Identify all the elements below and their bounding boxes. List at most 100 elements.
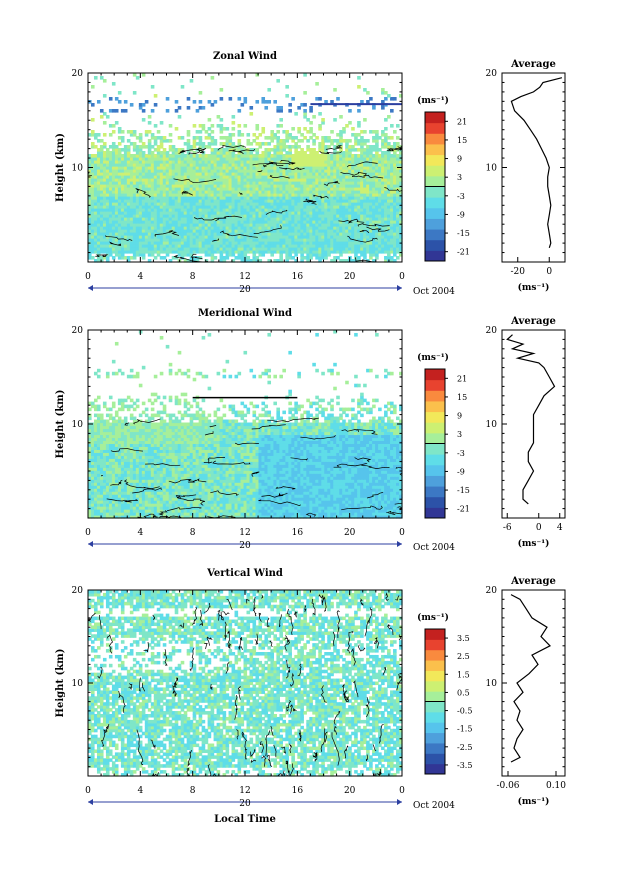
average-x-tick-label: -0.06 — [496, 781, 519, 791]
colorbar-label: 3.5 — [457, 634, 470, 643]
x-tick-label: 20 — [344, 272, 356, 282]
average-x-tick-label: 0 — [546, 267, 552, 277]
average-title: Average — [510, 576, 556, 587]
colorbar-units: (ms⁻¹) — [417, 612, 449, 623]
colorbar-label: 1.5 — [457, 670, 470, 679]
colorbar-swatch — [425, 639, 445, 651]
average-x-tick-label: -20 — [511, 267, 526, 277]
panel-2: Meridional Wind 0 4 8 12 16 20 0 10 20 Height (km)… — [55, 308, 566, 553]
heatmap — [88, 330, 403, 519]
colorbar-swatch — [425, 250, 445, 262]
average-x-tick-label: 4 — [557, 523, 563, 533]
colorbar-swatch — [425, 680, 445, 692]
colorbar-units: (ms⁻¹) — [417, 352, 449, 363]
day-bar-arrow-left — [88, 541, 93, 547]
colorbar-swatch — [425, 411, 445, 423]
panel-title: Vertical Wind — [206, 568, 283, 579]
colorbar-swatch — [425, 207, 445, 219]
colorbar-label: -15 — [457, 229, 470, 238]
average-y-tick-label: 10 — [486, 679, 498, 689]
colorbar-swatch — [425, 175, 445, 187]
colorbar-label: 9 — [457, 155, 462, 164]
colorbar-swatch — [425, 229, 445, 241]
colorbar-label: -3 — [457, 449, 465, 458]
heatmap — [88, 590, 403, 777]
contours — [100, 417, 403, 519]
colorbar-swatch — [425, 432, 445, 444]
colorbar-label: -9 — [457, 467, 465, 476]
average-y-tick-label: 20 — [486, 69, 498, 79]
date-label: Oct 2004 — [413, 543, 455, 553]
colorbar-label: -1.5 — [457, 725, 472, 734]
day-label: 20 — [239, 285, 251, 295]
colorbar-swatch — [425, 475, 445, 487]
colorbar-swatch — [425, 165, 445, 177]
average-profile-line — [510, 77, 563, 248]
y-tick-label: 20 — [72, 326, 84, 336]
colorbar-swatch — [425, 154, 445, 166]
x-tick-label: 4 — [137, 786, 143, 796]
colorbar-swatch — [425, 400, 445, 413]
x-tick-label: 16 — [292, 272, 304, 282]
x-tick-label: 4 — [137, 528, 143, 538]
colorbar-swatch — [425, 369, 445, 381]
colorbar-swatch — [425, 197, 445, 209]
x-tick-label: 12 — [239, 272, 250, 282]
colorbar-swatch — [425, 390, 445, 402]
colorbar-label: -2.5 — [457, 743, 472, 752]
x-tick-label: 20 — [344, 786, 356, 796]
average-y-tick-label: 20 — [486, 586, 498, 596]
x-tick-label: 0 — [85, 272, 91, 282]
colorbar-swatch — [425, 422, 445, 434]
average-ticks — [502, 589, 565, 777]
x-tick-label: 20 — [344, 528, 356, 538]
x-tick-label: 0 — [399, 528, 405, 538]
x-tick-label: 0 — [399, 786, 405, 796]
x-tick-label: 8 — [190, 786, 196, 796]
y-tick-label: 10 — [72, 164, 84, 174]
colorbar-swatch — [425, 454, 445, 466]
average-frame — [501, 589, 566, 777]
day-bar-arrow-left — [88, 799, 93, 805]
day-bar-arrow-left — [88, 285, 93, 291]
colorbar-label: 21 — [457, 117, 467, 126]
x-tick-label: 12 — [239, 786, 250, 796]
x-tick-label: 0 — [85, 528, 91, 538]
x-tick-label: 8 — [190, 272, 196, 282]
colorbar-swatch — [425, 112, 445, 124]
colorbar-label: 15 — [457, 136, 467, 145]
average-profile-line — [506, 334, 556, 505]
colorbar-swatch — [425, 649, 445, 661]
average-title: Average — [510, 59, 556, 70]
average-x-label: (ms⁻¹) — [518, 796, 550, 807]
colorbar-label: 0.5 — [457, 688, 470, 697]
ticks — [87, 72, 403, 263]
y-tick-label: 10 — [72, 420, 84, 430]
colorbar-swatch — [425, 722, 445, 734]
y-axis-label: Height (km) — [55, 649, 66, 718]
colorbar-swatch — [425, 763, 445, 775]
y-tick-label: 10 — [72, 679, 84, 689]
colorbar-label: 15 — [457, 393, 467, 402]
average-ticks — [502, 72, 565, 263]
average-profile-line — [510, 594, 551, 763]
colorbar-swatch — [425, 218, 445, 230]
colorbar-swatch — [425, 464, 445, 476]
colorbar-swatch — [425, 143, 445, 156]
colorbar-label: -21 — [457, 505, 470, 514]
colorbar-swatch — [425, 507, 445, 519]
colorbar-label: 2.5 — [457, 652, 470, 661]
average-y-tick-label: 20 — [486, 326, 498, 336]
average-x-tick-label: 0.10 — [546, 781, 566, 791]
colorbar-swatch — [425, 629, 445, 640]
x-tick-label: 12 — [239, 528, 250, 538]
colorbar-swatch — [425, 186, 445, 198]
ticks — [87, 589, 403, 777]
colorbar-label: -0.5 — [457, 707, 472, 716]
colorbar-label: -21 — [457, 248, 470, 257]
colorbar-swatch — [425, 496, 445, 508]
colorbar-swatch — [425, 379, 445, 391]
colorbar-swatch — [425, 691, 445, 702]
average-x-label: (ms⁻¹) — [518, 538, 550, 549]
